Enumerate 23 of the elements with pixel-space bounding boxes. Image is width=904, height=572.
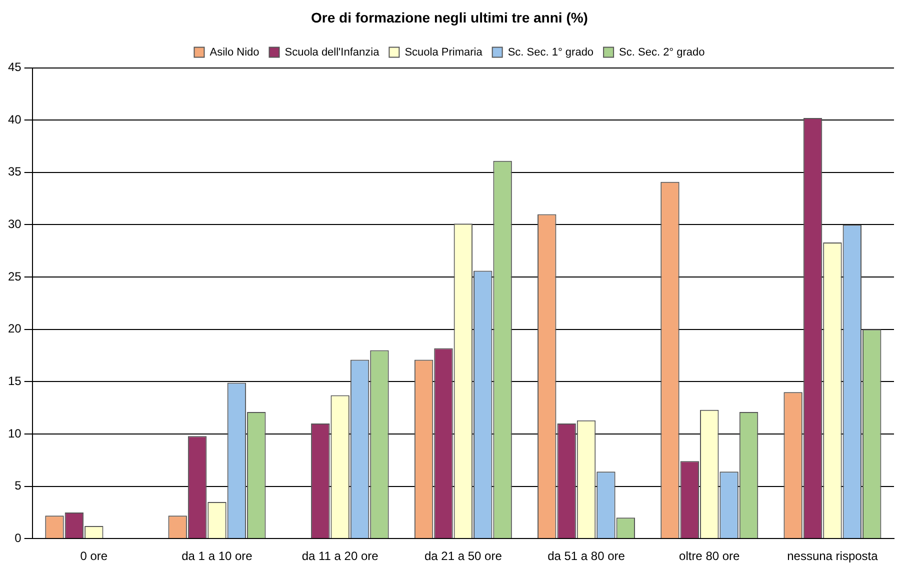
x-tick-label: oltre 80 ore [679,549,740,564]
y-tick-label: 30 [8,217,22,232]
chart-title: Ore di formazione negli ultimi tre anni (%) [311,9,588,26]
x-tick-label: 0 ore [80,549,108,564]
y-tick-label: 25 [8,269,22,284]
legend-label: Scuola dell'Infanzia [284,46,380,58]
legend-label: Asilo Nido [210,46,260,58]
x-tick-label: da 1 a 10 ore [182,549,253,564]
y-tick-label: 40 [8,112,22,126]
legend-label: Sc. Sec. 2° grado [619,46,705,58]
y-tick-label: 20 [8,322,22,336]
legend-label: Sc. Sec. 1° grado [508,46,594,58]
x-tick-label: da 51 a 80 ore [548,549,626,564]
x-tick-label: da 21 a 50 ore [424,549,502,564]
x-tick-label: da 11 a 20 ore [302,549,379,564]
y-tick-label: 5 [14,478,22,493]
y-tick-label: 10 [8,426,22,440]
x-tick-label: nessuna risposta [787,549,878,564]
y-tick-label: 45 [8,60,22,74]
y-tick-label: 35 [8,164,22,179]
y-tick-label: 15 [8,374,22,388]
y-tick-label: 0 [14,530,22,545]
legend-label: Scuola Primaria [404,46,484,58]
